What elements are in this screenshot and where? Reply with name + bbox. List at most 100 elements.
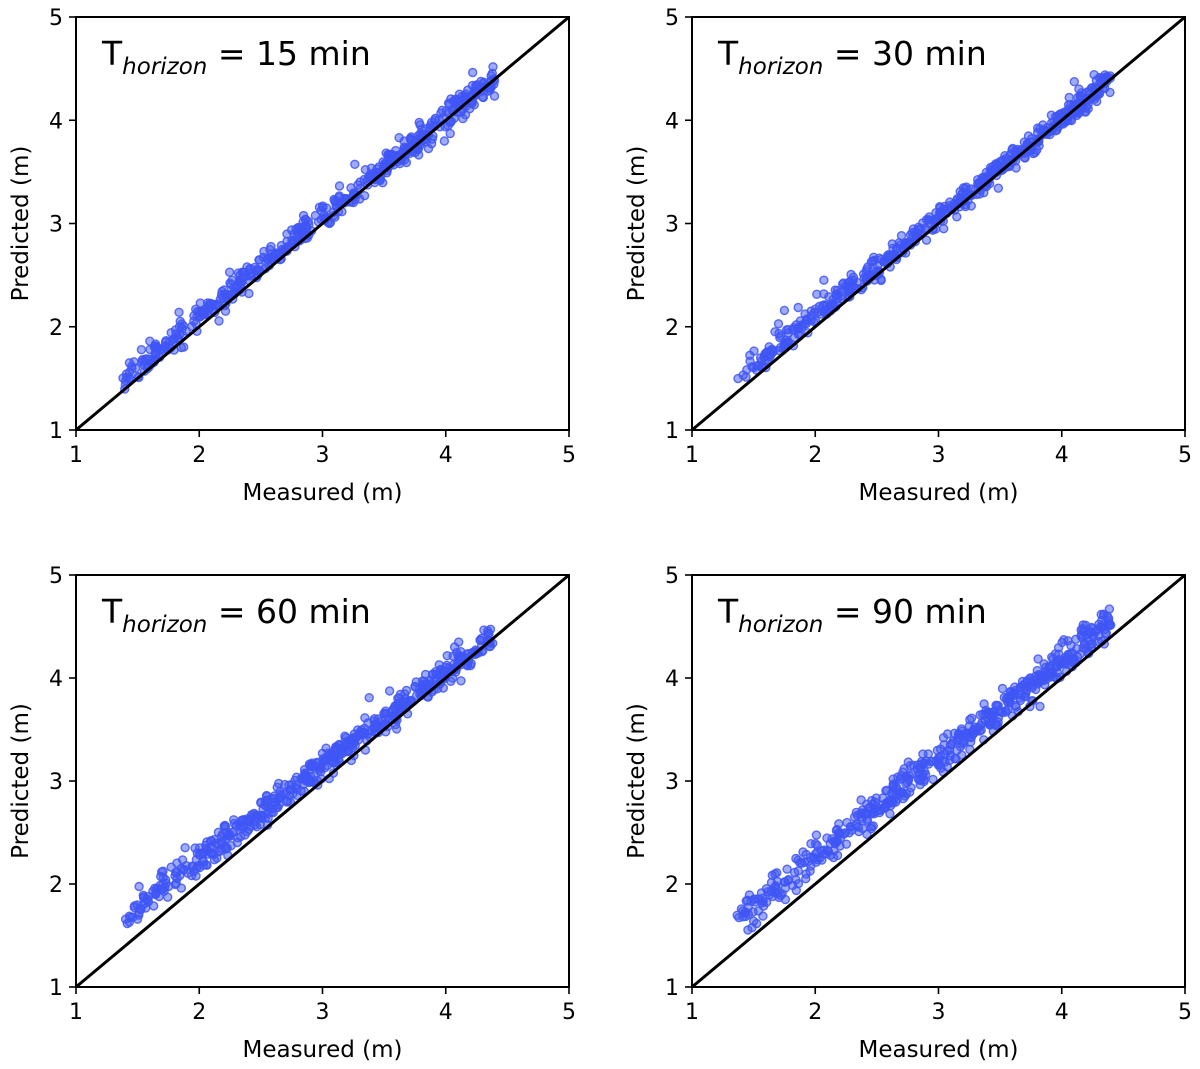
data-point: [251, 811, 262, 821]
data-point: [942, 762, 952, 772]
data-point: [170, 871, 180, 881]
data-point: [187, 861, 197, 871]
data-point: [468, 67, 478, 78]
data-point: [819, 275, 829, 285]
x-tick-label: 1: [685, 443, 699, 468]
scatter-points: [733, 69, 1115, 384]
scatter-points: [732, 604, 1116, 935]
data-point: [423, 143, 434, 154]
data-point: [858, 805, 868, 815]
data-point: [130, 363, 141, 373]
data-point: [137, 357, 147, 367]
identity-line: [75, 573, 570, 989]
data-point: [160, 337, 171, 347]
data-point: [770, 869, 780, 879]
data-point: [221, 844, 231, 854]
data-point: [231, 820, 242, 830]
data-point: [775, 342, 786, 353]
x-tick-label: 2: [192, 1000, 206, 1025]
data-point: [819, 307, 829, 317]
data-point: [137, 900, 147, 911]
data-point: [780, 894, 791, 905]
data-point: [793, 855, 803, 865]
data-point: [174, 307, 184, 317]
data-point: [373, 714, 383, 724]
y-tick-label: 1: [665, 976, 679, 1001]
data-point: [334, 181, 345, 191]
data-point: [993, 183, 1003, 193]
data-point: [749, 362, 759, 373]
identity-line: [75, 15, 570, 432]
y-tick-label: 4: [49, 667, 63, 692]
x-tick-label: 1: [69, 443, 83, 468]
data-point: [300, 214, 311, 225]
data-point: [176, 883, 187, 893]
data-point: [153, 343, 164, 353]
data-point: [346, 739, 356, 750]
y-axis-label: Predicted (m): [624, 146, 650, 302]
data-point: [445, 117, 456, 128]
data-point: [887, 239, 897, 249]
data-point: [766, 886, 776, 897]
x-tick-label: 3: [932, 1000, 946, 1025]
data-point: [858, 823, 868, 834]
data-point: [810, 853, 820, 863]
data-point: [776, 331, 786, 341]
data-point: [350, 159, 360, 170]
data-point: [952, 212, 962, 222]
x-axis-label: Measured (m): [242, 480, 402, 506]
data-point: [779, 305, 790, 316]
data-point: [913, 224, 924, 235]
x-tick-label: 4: [1055, 1000, 1069, 1025]
data-point: [869, 252, 879, 262]
data-point: [298, 772, 308, 783]
data-point: [863, 262, 873, 272]
data-point: [388, 706, 398, 716]
y-tick-label: 5: [665, 564, 679, 589]
data-point: [457, 651, 467, 661]
data-point: [914, 769, 924, 779]
data-point: [791, 885, 801, 896]
data-point: [793, 302, 803, 313]
data-point: [262, 791, 272, 801]
data-point: [198, 309, 209, 319]
panel-title: Thorizon = 90 min: [717, 592, 987, 638]
data-point: [840, 828, 850, 838]
data-point: [454, 637, 464, 647]
data-point: [330, 744, 340, 755]
x-tick-label: 4: [439, 1000, 453, 1025]
data-point: [840, 281, 851, 291]
data-point: [917, 759, 927, 769]
data-point: [372, 164, 382, 174]
y-tick-label: 2: [665, 316, 679, 341]
data-point: [254, 255, 265, 265]
x-tick-label: 5: [562, 1000, 576, 1025]
data-point: [1033, 654, 1043, 664]
data-point: [438, 683, 448, 693]
data-point: [791, 875, 801, 885]
data-point: [156, 867, 167, 877]
data-point: [441, 662, 451, 673]
x-tick-label: 2: [192, 443, 206, 468]
data-point: [445, 128, 455, 139]
data-point: [252, 822, 262, 832]
data-point: [314, 202, 325, 213]
x-tick-label: 3: [316, 443, 330, 468]
data-point: [834, 819, 844, 829]
data-point: [741, 907, 751, 917]
data-point: [801, 849, 811, 860]
y-tick-label: 4: [665, 109, 679, 134]
data-point: [965, 715, 975, 725]
data-point: [758, 911, 768, 921]
data-point: [901, 772, 912, 782]
data-point: [928, 774, 938, 785]
data-point: [224, 267, 235, 277]
data-point: [395, 689, 406, 699]
y-tick-label: 5: [49, 6, 63, 31]
data-point: [1069, 76, 1080, 87]
data-point: [976, 720, 986, 730]
data-point: [805, 866, 815, 876]
data-point: [353, 180, 363, 190]
y-tick-label: 3: [49, 213, 63, 238]
data-point: [994, 705, 1004, 716]
